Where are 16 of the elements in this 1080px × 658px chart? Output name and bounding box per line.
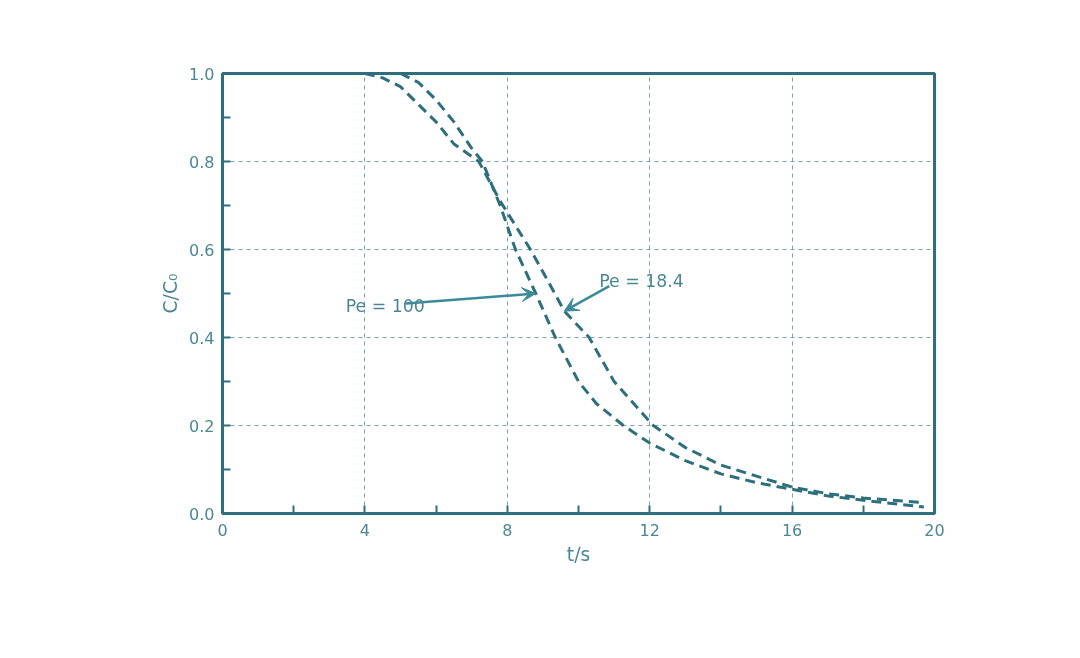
y-tick-label: 0.2 xyxy=(189,416,215,436)
y-tick-label: 0.4 xyxy=(189,328,215,348)
y-tick-label: 0.0 xyxy=(189,504,215,524)
x-tick-label: 20 xyxy=(924,520,945,540)
x-tick-label: 8 xyxy=(502,520,513,540)
x-tick-label: 4 xyxy=(359,520,370,540)
y-tick-label: 0.8 xyxy=(189,152,215,172)
x-tick-label: 16 xyxy=(781,520,803,540)
y-tick-label: 1.0 xyxy=(189,64,215,84)
annotation: Pe = 100 xyxy=(345,295,425,316)
x-axis-title: t/s xyxy=(566,543,591,565)
x-tick-label: 0 xyxy=(217,520,228,540)
y-axis-title: C/C₀ xyxy=(160,273,182,314)
x-tick-label: 12 xyxy=(639,520,660,540)
y-tick-label: 0.6 xyxy=(189,240,215,260)
annotation: Pe = 18.4 xyxy=(599,271,684,292)
